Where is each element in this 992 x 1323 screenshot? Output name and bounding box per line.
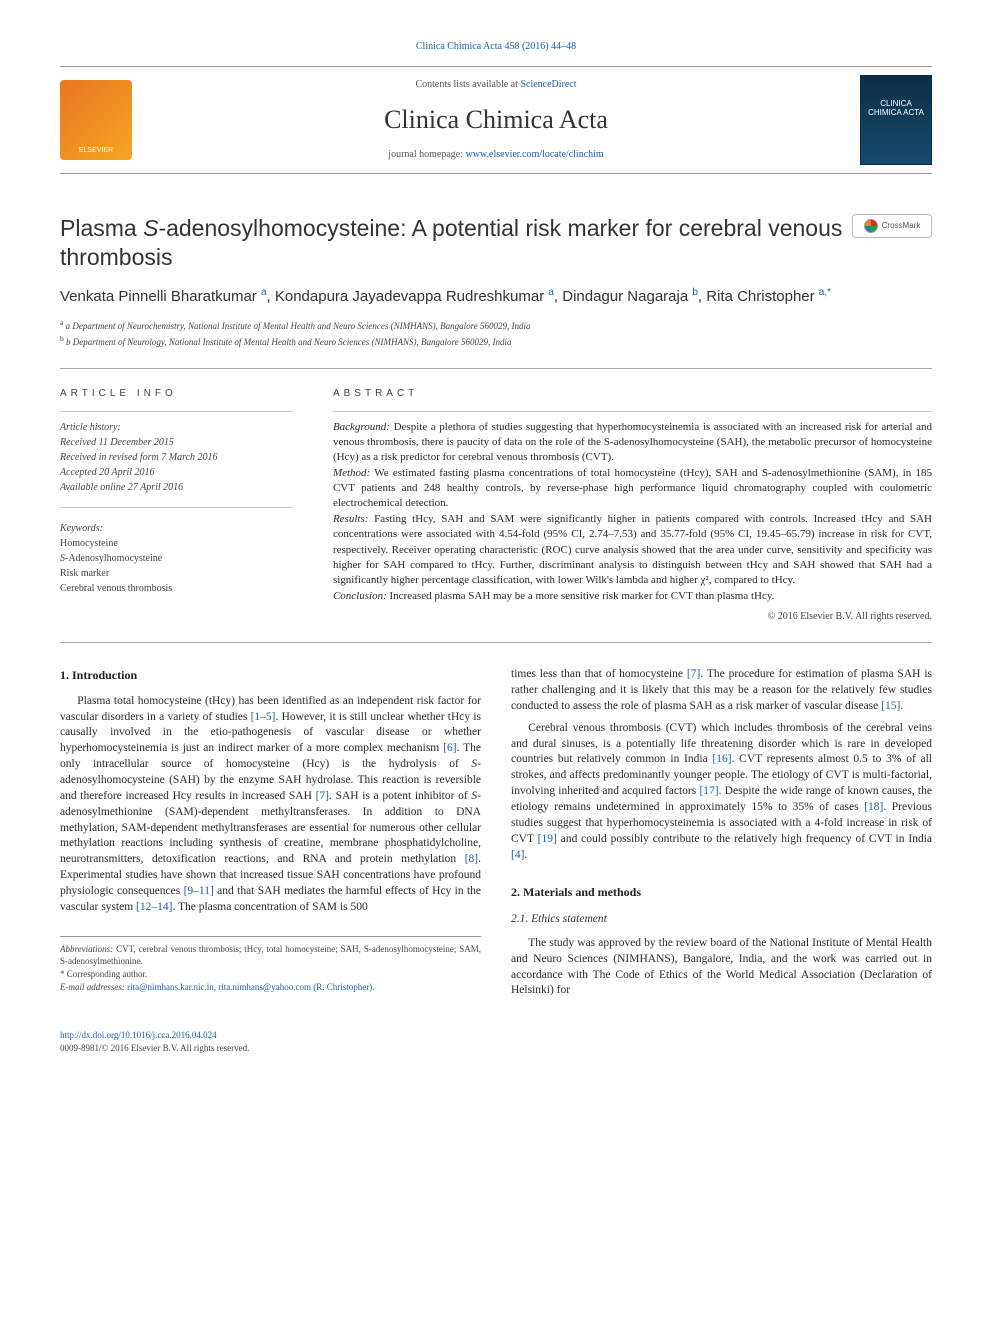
ref-link[interactable]: [17] [699,785,718,797]
ref-link[interactable]: [6] [443,742,456,754]
crossmark-label: CrossMark [882,220,921,231]
abstract-method-label: Method: [333,467,370,479]
doi-link[interactable]: http://dx.doi.org/10.1016/j.cca.2016.04.… [60,1029,932,1042]
affiliations: a a Department of Neurochemistry, Nation… [60,317,932,350]
ref-link[interactable]: [4] [511,849,524,861]
journal-cover-text: CLINICA CHIMICA ACTA [865,100,927,118]
separator [60,368,932,369]
abstract-background-label: Background: [333,421,390,433]
page-footer: http://dx.doi.org/10.1016/j.cca.2016.04.… [60,1029,932,1054]
intro-paragraph-2: times less than that of homocysteine [7]… [511,667,932,715]
ref-link[interactable]: [18] [864,801,883,813]
abstract-text: Background: Despite a plethora of studie… [333,420,932,605]
abbreviations-line: Abbreviations: CVT, cerebral venous thro… [60,943,481,968]
ref-link[interactable]: [7] [687,668,700,680]
crossmark-badge[interactable]: CrossMark [852,214,932,238]
body-column-left: 1. Introduction Plasma total homocystein… [60,667,481,1005]
history-label: Article history: [60,420,293,435]
elsevier-logo: ELSEVIER [60,80,132,160]
journal-homepage-line: journal homepage: www.elsevier.com/locat… [132,148,860,162]
authors-list: Venkata Pinnelli Bharatkumar a, Kondapur… [60,286,932,307]
sciencedirect-link[interactable]: ScienceDirect [520,79,576,90]
info-abstract-row: ARTICLE INFO Article history: Received 1… [60,387,932,625]
affiliation-b: b b Department of Neurology, National In… [60,333,932,350]
issn-copyright: 0009-8981/© 2016 Elsevier B.V. All right… [60,1042,932,1055]
sciencedirect-prefix: Contents lists available at [415,79,520,90]
abstract-conclusion-label: Conclusion: [333,590,387,602]
journal-name: Clinica Chimica Acta [132,102,860,138]
ref-link[interactable]: [1–5] [251,711,276,723]
keywords-label: Keywords: [60,522,293,536]
ref-link[interactable]: [9–11] [184,885,214,897]
email-line: E-mail addresses: rita@nimhans.kar.nic.i… [60,981,481,994]
article-title: Plasma S-adenosylhomocysteine: A potenti… [60,214,932,272]
abstract-conclusion: Increased plasma SAH may be a more sensi… [389,590,774,602]
ethics-paragraph: The study was approved by the review boa… [511,936,932,999]
header-journal-citation[interactable]: Clinica Chimica Acta 458 (2016) 44–48 [60,40,932,54]
crossmark-icon [864,219,878,233]
affiliation-a: a a Department of Neurochemistry, Nation… [60,317,932,334]
article-info-column: ARTICLE INFO Article history: Received 1… [60,387,293,625]
keywords-list: Homocysteine S-Adenosylhomocysteine Risk… [60,536,293,596]
keyword-2: S-Adenosylhomocysteine [60,551,293,566]
footnote-block: Abbreviations: CVT, cerebral venous thro… [60,936,481,993]
corresponding-author-line: * Corresponding author. [60,968,481,981]
abstract-column: ABSTRACT Background: Despite a plethora … [333,387,932,625]
article-info-heading: ARTICLE INFO [60,387,293,401]
abstract-background: Despite a plethora of studies suggesting… [333,421,932,464]
ref-link[interactable]: [8] [465,853,478,865]
homepage-prefix: journal homepage: [388,149,465,160]
introduction-heading: 1. Introduction [60,667,481,684]
elsevier-logo-text: ELSEVIER [79,146,113,156]
body-column-right: times less than that of homocysteine [7]… [511,667,932,1005]
abstract-heading: ABSTRACT [333,387,932,401]
history-accepted: Accepted 20 April 2016 [60,465,293,480]
masthead: ELSEVIER Contents lists available at Sci… [60,66,932,174]
ref-link[interactable]: [7] [316,790,329,802]
separator-2 [60,642,932,643]
keyword-4: Cerebral venous thrombosis [60,581,293,596]
abstract-results-label: Results: [333,513,368,525]
ref-link[interactable]: [15] [881,700,900,712]
email-addresses[interactable]: rita@nimhans.kar.nic.in, rita.nimhans@ya… [127,982,374,992]
sciencedirect-line: Contents lists available at ScienceDirec… [132,78,860,92]
history-online: Available online 27 April 2016 [60,480,293,495]
homepage-url[interactable]: www.elsevier.com/locate/clinchim [466,149,604,160]
masthead-center: Contents lists available at ScienceDirec… [132,78,860,162]
ref-link[interactable]: [19] [538,833,557,845]
journal-cover-thumb: CLINICA CHIMICA ACTA [860,75,932,165]
keyword-3: Risk marker [60,566,293,581]
abstract-copyright: © 2016 Elsevier B.V. All rights reserved… [333,610,932,624]
methods-heading: 2. Materials and methods [511,884,932,901]
intro-paragraph-1: Plasma total homocysteine (tHcy) has bee… [60,694,481,916]
ref-link[interactable]: [16] [712,753,731,765]
intro-paragraph-3: Cerebral venous thrombosis (CVT) which i… [511,721,932,864]
history-received: Received 11 December 2015 [60,435,293,450]
ref-link[interactable]: [12–14] [136,901,172,913]
keyword-1: Homocysteine [60,536,293,551]
abstract-results: Fasting tHcy, SAH and SAM were significa… [333,513,932,587]
ethics-subheading: 2.1. Ethics statement [511,912,932,928]
body-columns: 1. Introduction Plasma total homocystein… [60,667,932,1005]
history-revised: Received in revised form 7 March 2016 [60,450,293,465]
article-history: Article history: Received 11 December 20… [60,420,293,495]
abstract-method: We estimated fasting plasma concentratio… [333,467,932,510]
